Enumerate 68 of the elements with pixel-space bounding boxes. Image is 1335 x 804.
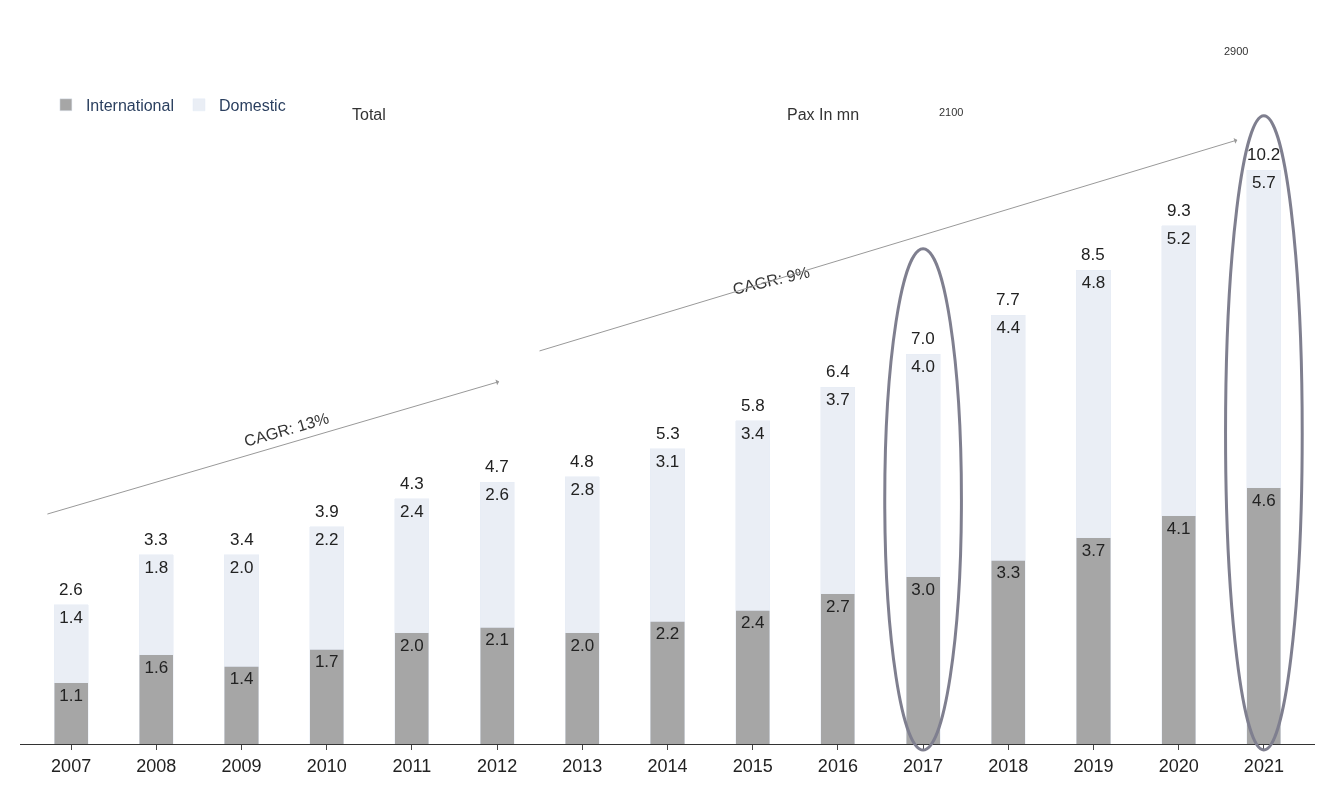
data-label: 2.4 (740, 613, 765, 633)
x-tick-label: 2017 (903, 755, 944, 776)
data-label: 2.0 (400, 635, 424, 655)
total-label: 8.5 (1081, 245, 1105, 264)
x-tick-label: 2012 (477, 755, 518, 776)
data-label: 4.0 (911, 357, 935, 377)
x-tick-label: 2013 (562, 755, 603, 776)
x-tick-label: 2021 (1243, 755, 1284, 776)
total-label: 4.8 (570, 452, 594, 471)
total-label: 5.3 (656, 424, 680, 443)
x-tick-label: 2014 (647, 755, 688, 776)
data-label: 1.4 (59, 607, 83, 627)
data-label: 2.7 (826, 596, 850, 616)
x-tick-label: 2019 (1073, 755, 1114, 776)
data-label: 4.8 (1081, 273, 1106, 293)
total-label: 7.7 (996, 290, 1020, 309)
total-label: 10.2 (1247, 145, 1281, 164)
legend-label: Domestic (218, 97, 286, 115)
data-label: 3.1 (655, 451, 680, 471)
data-label: 4.1 (1166, 518, 1191, 538)
x-tick-label: 2009 (221, 755, 262, 776)
data-label: 1.4 (229, 669, 254, 689)
x-tick-label: 2015 (732, 755, 773, 776)
data-label: 2.2 (655, 624, 680, 644)
total-label: 4.7 (485, 457, 509, 476)
data-label: 2.2 (314, 529, 339, 549)
total-label: 5.8 (741, 396, 765, 415)
data-label: 2.0 (570, 635, 595, 655)
data-label: 5.7 (1252, 173, 1276, 193)
text: 2900 (1224, 45, 1249, 57)
data-label: 2.0 (229, 557, 254, 577)
x-tick-label: 2008 (136, 755, 177, 776)
data-label: 1.1 (59, 685, 83, 705)
text: Total (352, 106, 386, 123)
data-label: 4.4 (996, 318, 1021, 338)
data-label: 3.4 (740, 423, 765, 443)
data-label: 5.2 (1166, 228, 1191, 248)
total-label: 3.4 (230, 530, 254, 549)
total-label: 2.6 (59, 580, 83, 599)
total-label: 3.3 (144, 530, 168, 549)
total-label: 9.3 (1167, 201, 1191, 220)
data-label: 3.0 (911, 579, 935, 599)
data-label: 3.7 (826, 390, 850, 410)
annotation: CAGR: 13% (242, 409, 331, 450)
data-label: 3.7 (1081, 540, 1106, 560)
x-tick-label: 2020 (1158, 755, 1199, 776)
total-label: 4.3 (400, 474, 424, 493)
data-label: 3.3 (996, 563, 1021, 583)
total-label: 6.4 (826, 362, 850, 381)
data-label: 2.8 (570, 479, 595, 499)
data-label: 1.7 (314, 652, 339, 672)
data-label: 2.6 (485, 485, 509, 505)
data-label: 2.4 (400, 501, 424, 521)
x-tick-label: 2007 (51, 755, 92, 776)
text: Pax In mn (787, 106, 860, 123)
data-label: 1.6 (144, 657, 169, 677)
total-label: 7.0 (911, 329, 935, 348)
text: 2100 (939, 106, 964, 118)
x-tick-label: 2011 (392, 755, 432, 776)
data-label: 2.1 (485, 630, 509, 650)
legend-label: International (85, 97, 174, 115)
annotation: CAGR: 9% (731, 263, 812, 298)
x-tick-label: 2016 (817, 755, 858, 776)
x-tick-label: 2018 (988, 755, 1029, 776)
data-label: 4.6 (1252, 490, 1276, 510)
total-label: 3.9 (315, 502, 339, 521)
data-label: 1.8 (144, 557, 169, 577)
x-tick-label: 2010 (306, 755, 347, 776)
